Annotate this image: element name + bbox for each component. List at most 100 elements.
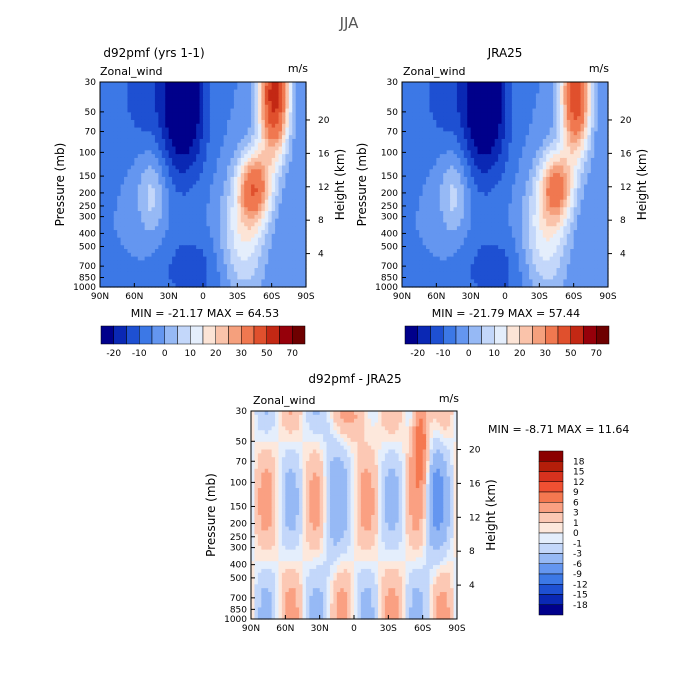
field-cell xyxy=(247,169,252,174)
field-cell xyxy=(601,89,606,94)
field-cell xyxy=(559,165,564,170)
field-cell xyxy=(268,180,273,186)
field-cell xyxy=(182,112,187,117)
field-cell xyxy=(227,142,232,148)
field-cell xyxy=(141,142,146,148)
colorbar-swatch xyxy=(241,325,255,345)
field-cell xyxy=(110,173,115,178)
field-cell xyxy=(505,135,510,140)
field-cell xyxy=(281,195,286,201)
field-cell xyxy=(281,89,286,94)
field-cell xyxy=(474,184,479,189)
field-cell xyxy=(240,283,245,288)
field-cell xyxy=(522,89,527,94)
field-cell xyxy=(422,131,427,136)
field-cell xyxy=(535,176,540,182)
field-cell xyxy=(127,214,132,220)
field-cell xyxy=(257,135,262,140)
field-cell xyxy=(539,123,544,129)
field-cell xyxy=(213,146,218,151)
field-cell xyxy=(463,154,468,159)
field-cell xyxy=(148,112,153,117)
field-cell xyxy=(460,116,465,121)
field-cell xyxy=(161,211,166,216)
field-cell xyxy=(165,218,170,224)
field-cell xyxy=(601,173,606,178)
field-cell xyxy=(254,146,259,151)
field-cell xyxy=(501,184,506,189)
field-cell xyxy=(484,180,489,186)
field-cell xyxy=(446,173,451,178)
field-cell xyxy=(525,150,530,155)
field-cell xyxy=(196,142,201,148)
field-cell xyxy=(199,268,204,273)
field-cell xyxy=(148,119,153,125)
field-cell xyxy=(405,104,410,110)
field-cell xyxy=(549,89,554,94)
field-cell xyxy=(117,256,122,262)
field-cell xyxy=(220,192,225,197)
field-cell xyxy=(292,249,297,254)
field-cell xyxy=(209,123,214,129)
field-cell xyxy=(542,176,547,182)
field-cell xyxy=(450,104,455,110)
field-cell xyxy=(542,85,547,91)
field-cell xyxy=(209,165,214,170)
field-cell xyxy=(505,157,510,163)
field-cell xyxy=(281,203,286,208)
field-cell xyxy=(494,173,499,178)
field-cell xyxy=(251,97,256,102)
field-cell xyxy=(216,218,221,224)
field-cell xyxy=(292,142,297,148)
field-cell xyxy=(456,154,461,159)
field-cell xyxy=(106,138,111,144)
field-cell xyxy=(505,161,510,167)
field-cell xyxy=(130,173,135,178)
field-cell xyxy=(532,173,537,178)
field-cell xyxy=(268,108,273,113)
field-cell xyxy=(124,237,129,243)
colorbar-swatch xyxy=(253,325,267,345)
field-cell xyxy=(261,279,266,284)
field-cell xyxy=(535,161,540,167)
field-cell xyxy=(604,104,609,110)
field-cell xyxy=(515,85,520,91)
field-cell xyxy=(577,93,582,98)
field-cell xyxy=(288,112,293,117)
field-cell xyxy=(278,131,283,136)
field-cell xyxy=(168,237,173,243)
field-cell xyxy=(501,157,506,163)
field-cell xyxy=(566,165,571,170)
field-cell xyxy=(213,271,218,277)
field-cell xyxy=(549,93,554,98)
colorbar-label: -10 xyxy=(132,349,147,359)
field-cell xyxy=(240,256,245,262)
field-cell xyxy=(203,131,208,136)
field-cell xyxy=(233,123,238,129)
field-cell xyxy=(223,249,228,254)
field-cell xyxy=(113,97,118,102)
field-cell xyxy=(127,176,132,182)
field-cell xyxy=(577,116,582,121)
field-cell xyxy=(127,112,132,117)
field-cell xyxy=(580,112,585,117)
field-cell xyxy=(580,142,585,148)
field-cell xyxy=(302,188,307,193)
field-cell xyxy=(244,150,249,155)
field-cell xyxy=(141,203,146,208)
field-cell xyxy=(189,252,194,258)
field-cell xyxy=(254,93,259,98)
field-cell xyxy=(223,245,228,250)
field-cell xyxy=(460,180,465,186)
field-cell xyxy=(158,203,163,208)
field-cell xyxy=(185,146,190,151)
field-cell xyxy=(103,226,108,231)
field-cell xyxy=(151,249,156,254)
field-cell xyxy=(110,222,115,227)
field-cell xyxy=(405,165,410,170)
field-cell xyxy=(230,157,235,163)
field-cell xyxy=(257,184,262,189)
field-cell xyxy=(542,123,547,129)
field-cell xyxy=(240,173,245,178)
field-cell xyxy=(158,249,163,254)
